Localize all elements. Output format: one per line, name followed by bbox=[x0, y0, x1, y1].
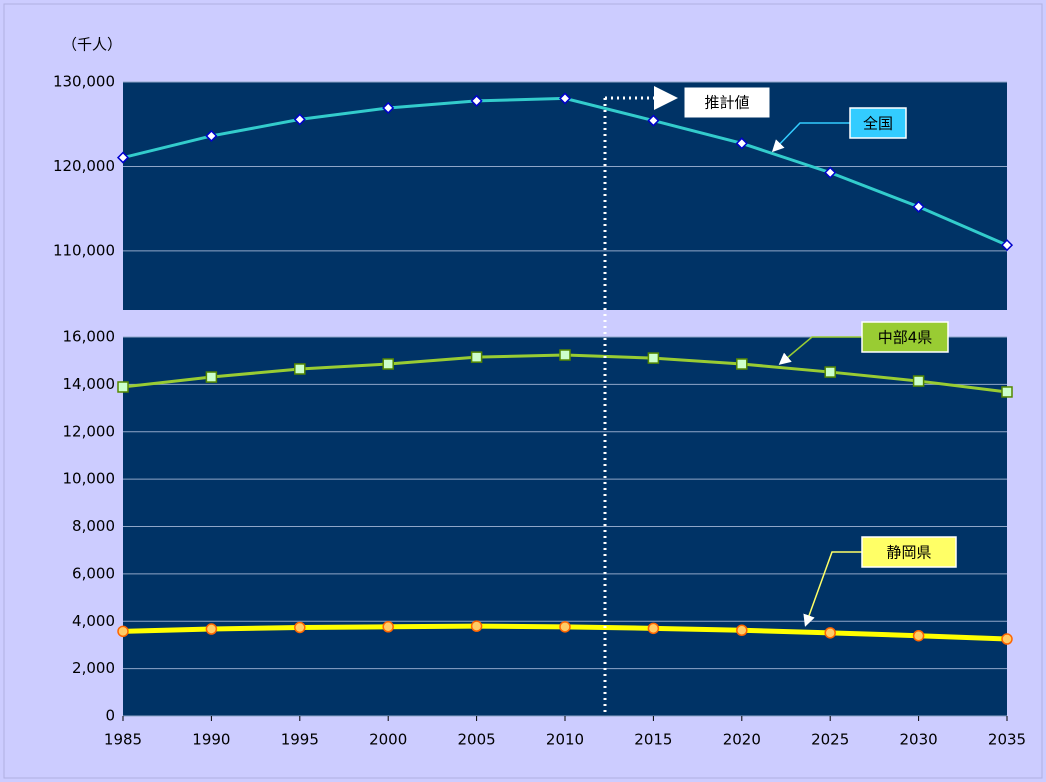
marker bbox=[912, 629, 925, 642]
marker bbox=[647, 622, 660, 635]
x-tick-label: 2000 bbox=[369, 731, 407, 749]
marker bbox=[1001, 386, 1013, 398]
marker bbox=[735, 137, 748, 150]
x-tick-label: 1990 bbox=[192, 731, 230, 749]
x-tick-label: 2030 bbox=[900, 731, 938, 749]
marker bbox=[116, 151, 130, 164]
marker bbox=[382, 358, 394, 370]
y-tick-label: 2,000 bbox=[72, 659, 115, 677]
y-tick-label: 16,000 bbox=[63, 328, 116, 346]
marker bbox=[294, 621, 306, 634]
legend-arrow bbox=[803, 551, 862, 627]
marker bbox=[205, 371, 218, 383]
y-axis-label: （千人） bbox=[62, 36, 122, 54]
y-tick-label: 6,000 bbox=[72, 564, 115, 582]
y-tick-label: 14,000 bbox=[63, 375, 116, 393]
x-tick-label: 2020 bbox=[723, 731, 761, 749]
y-tick-label: 110,000 bbox=[53, 241, 115, 259]
marker bbox=[559, 621, 571, 633]
legend-box bbox=[861, 536, 957, 568]
x-tick-label: 2005 bbox=[458, 731, 496, 749]
legend-label: 中部4県 bbox=[878, 329, 933, 347]
legend-box bbox=[849, 107, 907, 139]
y-tick-label: 10,000 bbox=[63, 470, 116, 488]
marker bbox=[117, 381, 129, 393]
x-tick-label: 1985 bbox=[104, 731, 142, 749]
marker bbox=[293, 113, 306, 126]
marker bbox=[382, 101, 395, 115]
y-tick-label: 120,000 bbox=[53, 157, 115, 175]
y-tick-label: 0 bbox=[105, 707, 115, 725]
annotation: 推計値 bbox=[704, 94, 749, 112]
marker bbox=[1000, 239, 1014, 252]
x-tick-label: 2025 bbox=[811, 731, 849, 749]
marker bbox=[205, 623, 218, 635]
marker bbox=[470, 620, 483, 632]
y-tick-label: 12,000 bbox=[63, 422, 116, 440]
marker bbox=[647, 114, 660, 127]
marker bbox=[736, 358, 748, 370]
marker bbox=[912, 375, 925, 387]
legend-box bbox=[861, 321, 949, 353]
x-tick-label: 2015 bbox=[634, 731, 672, 749]
legend-arrow bbox=[778, 336, 862, 365]
x-tick-label: 2010 bbox=[546, 731, 584, 749]
x-tick-label: 2035 bbox=[988, 731, 1026, 749]
marker bbox=[558, 92, 572, 105]
marker bbox=[1001, 633, 1013, 645]
marker bbox=[294, 363, 306, 375]
x-tick-label: 1995 bbox=[281, 731, 319, 749]
marker bbox=[559, 349, 571, 361]
legend-label: 静岡県 bbox=[886, 544, 931, 562]
y-tick-label: 130,000 bbox=[53, 73, 115, 91]
marker bbox=[205, 129, 218, 143]
legend-label: 全国 bbox=[863, 115, 893, 133]
marker bbox=[382, 621, 394, 633]
marker bbox=[470, 94, 483, 107]
marker bbox=[470, 351, 483, 363]
marker bbox=[824, 366, 836, 378]
marker bbox=[736, 624, 748, 637]
marker bbox=[117, 625, 129, 638]
marker bbox=[647, 352, 660, 364]
marker bbox=[912, 200, 925, 213]
marker bbox=[824, 166, 837, 179]
legend-arrow bbox=[771, 122, 850, 153]
annotation-box bbox=[683, 86, 771, 119]
marker bbox=[824, 627, 836, 639]
y-tick-label: 4,000 bbox=[72, 612, 115, 630]
y-tick-label: 8,000 bbox=[72, 517, 115, 535]
